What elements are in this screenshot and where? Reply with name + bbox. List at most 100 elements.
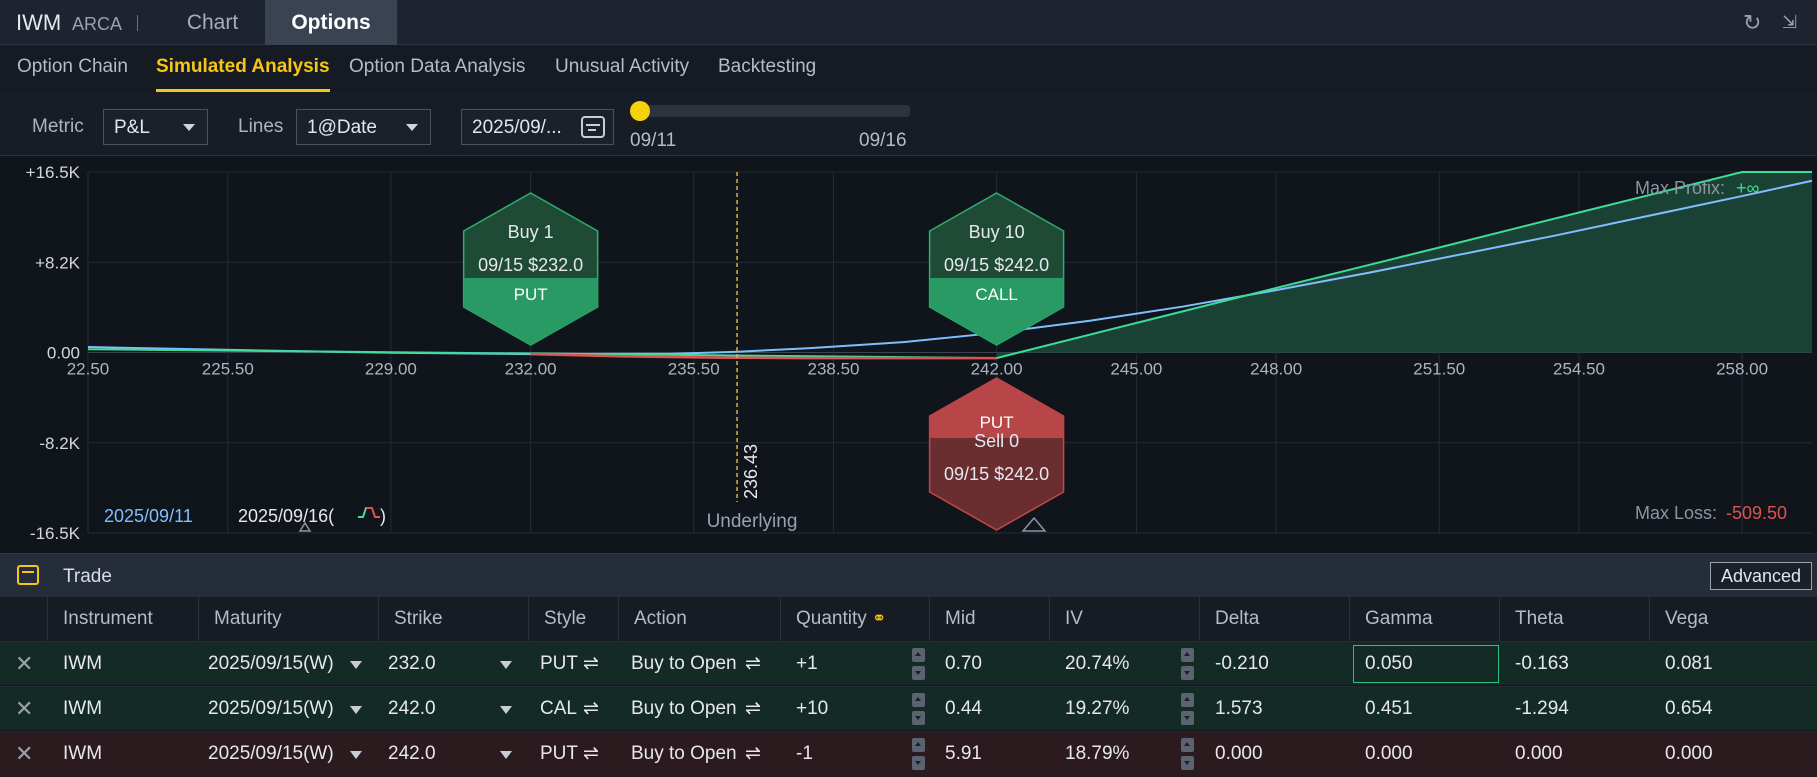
date-slider-handle[interactable] [630,101,650,121]
lines-select[interactable]: 1@Date [296,109,431,145]
analysis-tabs: Option Chain Simulated Analysis Option D… [0,45,1817,92]
collapse-icon[interactable]: ⇲ [1782,12,1798,32]
x-tick-label: 225.50 [202,360,254,379]
swap-icon[interactable]: ⇌ [583,698,599,719]
pnl-chart[interactable]: +16.5K +8.2K 0.00 -8.2K -16.5K 22.50 225.50 22… [0,157,1817,553]
tab-unusual-activity[interactable]: Unusual Activity [555,56,690,77]
legend-2025-09-11: 2025/09/11 [104,506,193,526]
tab-simulated-analysis[interactable]: Simulated Analysis [156,56,330,92]
decrement-icon[interactable] [1181,666,1194,680]
gamma[interactable]: 0.050 [1365,653,1413,674]
date-value: 2025/09/... [472,117,562,138]
strike-select[interactable]: 242.0 [388,698,436,719]
date-picker[interactable]: 2025/09/... [461,109,614,145]
metric-select[interactable]: P&L [103,109,208,145]
buy-call-marker: CALL Buy 10 09/15 $242.0 [928,192,1065,346]
swap-icon[interactable]: ⇌ [583,653,599,674]
calendar-icon [581,116,605,138]
increment-icon[interactable] [1181,738,1194,752]
maturity-select[interactable]: 2025/09/15(W) [208,743,334,764]
x-tick-label: 232.00 [505,360,557,379]
chevron-down-icon[interactable] [500,751,512,759]
symbol[interactable]: IWM [16,10,62,35]
remove-icon[interactable]: ✕ [15,651,34,676]
mid: 5.91 [945,743,982,764]
chevron-down-icon[interactable] [500,661,512,669]
increment-icon[interactable] [1181,693,1194,707]
tab-backtesting[interactable]: Backtesting [718,56,817,77]
vega: 0.000 [1665,743,1713,764]
decrement-icon[interactable] [1181,756,1194,770]
chevron-down-icon[interactable] [500,706,512,714]
metric-value: P&L [114,117,150,138]
iv-input[interactable]: 18.79% [1065,743,1130,764]
increment-icon[interactable] [1181,648,1194,662]
x-tick-label: 238.50 [808,360,860,379]
x-tick-label: 248.00 [1250,360,1302,379]
marker-type-band [929,378,1064,438]
chevron-down-icon[interactable] [350,706,362,714]
marker-type-band [929,278,1064,345]
tab-option-data-analysis[interactable]: Option Data Analysis [349,56,526,77]
slider-start-date: 09/11 [630,130,677,151]
tab-options[interactable]: Options [265,0,397,45]
style: PUT [540,743,578,764]
action: Buy to Open [631,653,737,674]
decrement-icon[interactable] [912,711,925,725]
chevron-down-icon[interactable] [350,751,362,759]
chevron-down-icon[interactable] [350,661,362,669]
max-loss-label: Max Loss: [1635,503,1717,523]
advanced-button[interactable]: Advanced [1709,562,1812,590]
x-tick-label: 254.50 [1553,360,1605,379]
iv-input[interactable]: 19.27% [1065,698,1130,719]
swap-icon[interactable]: ⇌ [745,743,761,764]
max-profit-label: Max Profix: [1635,178,1725,198]
lines-label: Lines [238,116,284,137]
refresh-icon[interactable]: ↻ [1743,10,1762,35]
tab-option-chain[interactable]: Option Chain [17,56,128,77]
tab-chart[interactable]: Chart [186,11,239,34]
swap-icon[interactable]: ⇌ [745,698,761,719]
y-tick-label: -8.2K [39,434,80,453]
increment-icon[interactable] [912,738,925,752]
trade-panel-icon[interactable] [17,565,39,585]
y-tick-label: 0.00 [47,344,80,363]
style: CAL [540,698,577,719]
quantity-input[interactable]: -1 [796,743,813,764]
strike-select[interactable]: 242.0 [388,743,436,764]
decrement-icon[interactable] [1181,711,1194,725]
remove-icon[interactable]: ✕ [15,696,34,721]
x-tick-label: 245.00 [1110,360,1162,379]
quantity-input[interactable]: +1 [796,653,818,674]
chevron-down-icon [183,124,195,131]
date-slider-track[interactable] [632,105,910,117]
decrement-icon[interactable] [912,666,925,680]
marker-type-label: PUT [514,285,548,304]
maturity-select[interactable]: 2025/09/15(W) [208,653,334,674]
strike-select[interactable]: 232.0 [388,653,436,674]
marker-detail: 09/15 $242.0 [944,255,1049,275]
chevron-down-icon [406,124,418,131]
quantity-input[interactable]: +10 [796,698,829,719]
link-icon[interactable]: ⚭ [872,609,887,628]
vega: 0.081 [1665,653,1713,674]
decrement-icon[interactable] [912,756,925,770]
theta: -1.294 [1515,698,1569,719]
iv-input[interactable]: 20.74% [1065,653,1130,674]
increment-icon[interactable] [912,648,925,662]
buy-put-marker: PUT Buy 1 09/15 $232.0 [462,192,599,346]
x-tick-label: 229.00 [365,360,417,379]
marker-label: Buy 1 [508,222,554,242]
legend-close-paren: ) [380,506,386,526]
maturity-select[interactable]: 2025/09/15(W) [208,698,334,719]
triangle-marker-icon [1021,516,1047,532]
swap-icon[interactable]: ⇌ [583,743,599,764]
col-remove [0,597,48,641]
marker-label: Buy 10 [969,222,1025,242]
swap-icon[interactable]: ⇌ [745,653,761,674]
increment-icon[interactable] [912,693,925,707]
theta: 0.000 [1515,743,1563,764]
remove-icon[interactable]: ✕ [15,741,34,766]
trade-table-header: Instrument Maturity Strike Style Action … [0,597,1817,641]
